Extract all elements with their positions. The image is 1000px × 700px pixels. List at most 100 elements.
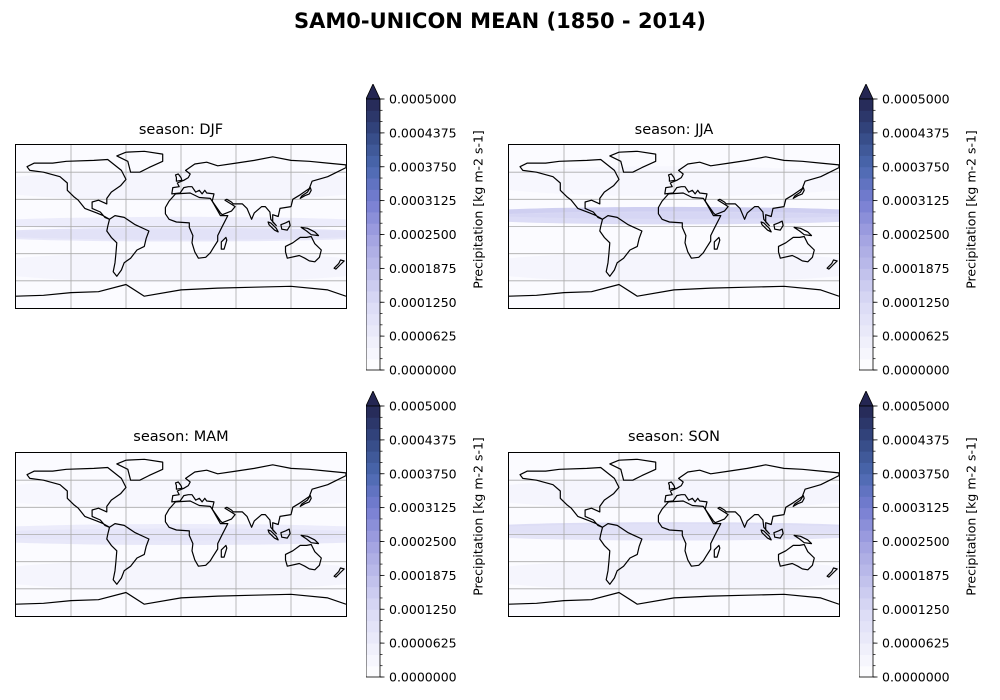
coastline-greenland — [609, 458, 657, 481]
colorbar-level — [366, 507, 380, 520]
coastlines — [509, 150, 839, 297]
coastline-japan — [792, 495, 805, 507]
colorbar-level — [859, 200, 873, 213]
coastline-australia — [284, 543, 322, 571]
colorbar-level — [366, 609, 380, 622]
coastline-indonesia-borneo — [773, 220, 784, 231]
coastline-new-guinea — [793, 534, 813, 545]
colorbar-tick-label: 0.0002500 — [389, 534, 457, 549]
colorbar-tick-label: 0.0003125 — [882, 193, 950, 208]
colorbar-level — [366, 406, 380, 418]
colorbar-level — [366, 268, 380, 281]
coastline-sumatra — [267, 529, 279, 541]
colorbar-level — [366, 586, 380, 599]
panel-title: season: DJF — [138, 122, 224, 138]
colorbar-level — [859, 257, 873, 269]
colorbar-tick-label: 0.0003125 — [389, 193, 457, 208]
coastline-uk — [174, 173, 183, 182]
colorbar-tick-label: 0.0000000 — [389, 670, 457, 685]
colorbar-level — [859, 597, 873, 610]
colorbar-tick-label: 0.0003750 — [389, 466, 457, 481]
coastline-sumatra — [760, 529, 772, 541]
coastline-antarctica — [509, 591, 839, 605]
colorbar-level — [366, 518, 380, 531]
colorbar-extend-triangle — [858, 83, 874, 100]
colorbar-svg: 0.0000000 0.0000625 0.0001250 0.0001875 0.00… — [858, 83, 950, 378]
colorbar-label: Precipitation [kg m-2 s-1] — [963, 129, 979, 289]
colorbar-level — [859, 620, 873, 633]
colorbar-label: Precipitation [kg m-2 s-1] — [470, 436, 486, 596]
colorbar-tick-label: 0.0003125 — [389, 500, 457, 515]
coastline-africa — [164, 500, 229, 567]
coastline-uk — [667, 481, 676, 490]
colorbar-tick-label: 0.0005000 — [389, 92, 457, 107]
colorbar-level — [366, 189, 380, 202]
coastline-greenland — [116, 458, 164, 481]
coastline-new-zealand — [333, 259, 345, 270]
coastline-north-america — [519, 466, 620, 528]
colorbar-level — [366, 144, 380, 156]
colorbar-level — [859, 473, 873, 486]
colorbar-label: Precipitation [kg m-2 s-1] — [963, 436, 979, 596]
panel-title: season: SON — [628, 429, 720, 445]
colorbar-level — [859, 575, 873, 588]
coastline-madagascar — [713, 236, 721, 250]
colorbar-level — [859, 144, 873, 156]
coastline-greenland — [609, 150, 657, 173]
colorbar-tick-label: 0.0004375 — [882, 432, 950, 447]
coastline-eurasia — [171, 156, 346, 227]
figure-title: SAM0-UNICON MEAN (1850 - 2014) — [293, 9, 706, 33]
colorbar-level — [366, 643, 380, 655]
coastline-australia — [777, 235, 815, 263]
coastline-north-america — [519, 158, 620, 220]
coastline-africa — [657, 192, 722, 259]
colorbar-level — [366, 178, 380, 190]
coastline-indonesia-borneo — [280, 220, 291, 231]
colorbar-level — [366, 631, 380, 644]
colorbar-level — [366, 313, 380, 326]
coastline-north-america — [26, 158, 127, 220]
colorbar-tick-label: 0.0005000 — [882, 399, 950, 414]
colorbar-level — [859, 347, 873, 360]
colorbar-tick-label: 0.0003750 — [389, 159, 457, 174]
colorbar-level — [366, 110, 380, 123]
colorbar-level — [859, 564, 873, 576]
colorbar-tick-label: 0.0001250 — [389, 295, 457, 310]
coastline-eurasia — [664, 156, 839, 227]
colorbar-level — [859, 406, 873, 418]
colorbar-level — [859, 99, 873, 111]
colorbar-extend-triangle — [365, 390, 381, 407]
gridlines — [16, 145, 346, 308]
coastline-antarctica — [16, 283, 346, 297]
colorbar-level — [859, 268, 873, 281]
colorbar-level — [366, 99, 380, 111]
colorbar-tick-label: 0.0001875 — [882, 261, 950, 276]
colorbar-level — [859, 245, 873, 258]
colorbar-level — [859, 439, 873, 452]
colorbar-level — [859, 290, 873, 303]
coastline-new-guinea — [300, 534, 320, 545]
coastline-north-america — [26, 466, 127, 528]
colorbar-level — [366, 485, 380, 497]
colorbar-level — [366, 257, 380, 269]
colorbar-tick-label: 0.0002500 — [882, 227, 950, 242]
colorbar-level — [859, 654, 873, 667]
colorbar-level — [859, 132, 873, 145]
colorbar-level — [859, 665, 873, 678]
colorbar-level — [859, 530, 873, 542]
colorbar-level — [366, 234, 380, 247]
coastline-new-zealand — [826, 567, 838, 578]
colorbar-level — [859, 234, 873, 247]
colorbar-level — [366, 200, 380, 213]
gridlines — [16, 453, 346, 616]
coastline-australia — [777, 543, 815, 571]
colorbar-level — [859, 279, 873, 292]
colorbar-tick-label: 0.0005000 — [882, 92, 950, 107]
colorbar-level — [859, 166, 873, 179]
colorbar-level — [859, 451, 873, 463]
coastline-japan — [792, 187, 805, 199]
panel-title: season: MAM — [133, 429, 229, 445]
colorbar-tick-label: 0.0004375 — [389, 432, 457, 447]
colorbar-level — [859, 462, 873, 475]
colorbar-level — [366, 597, 380, 610]
